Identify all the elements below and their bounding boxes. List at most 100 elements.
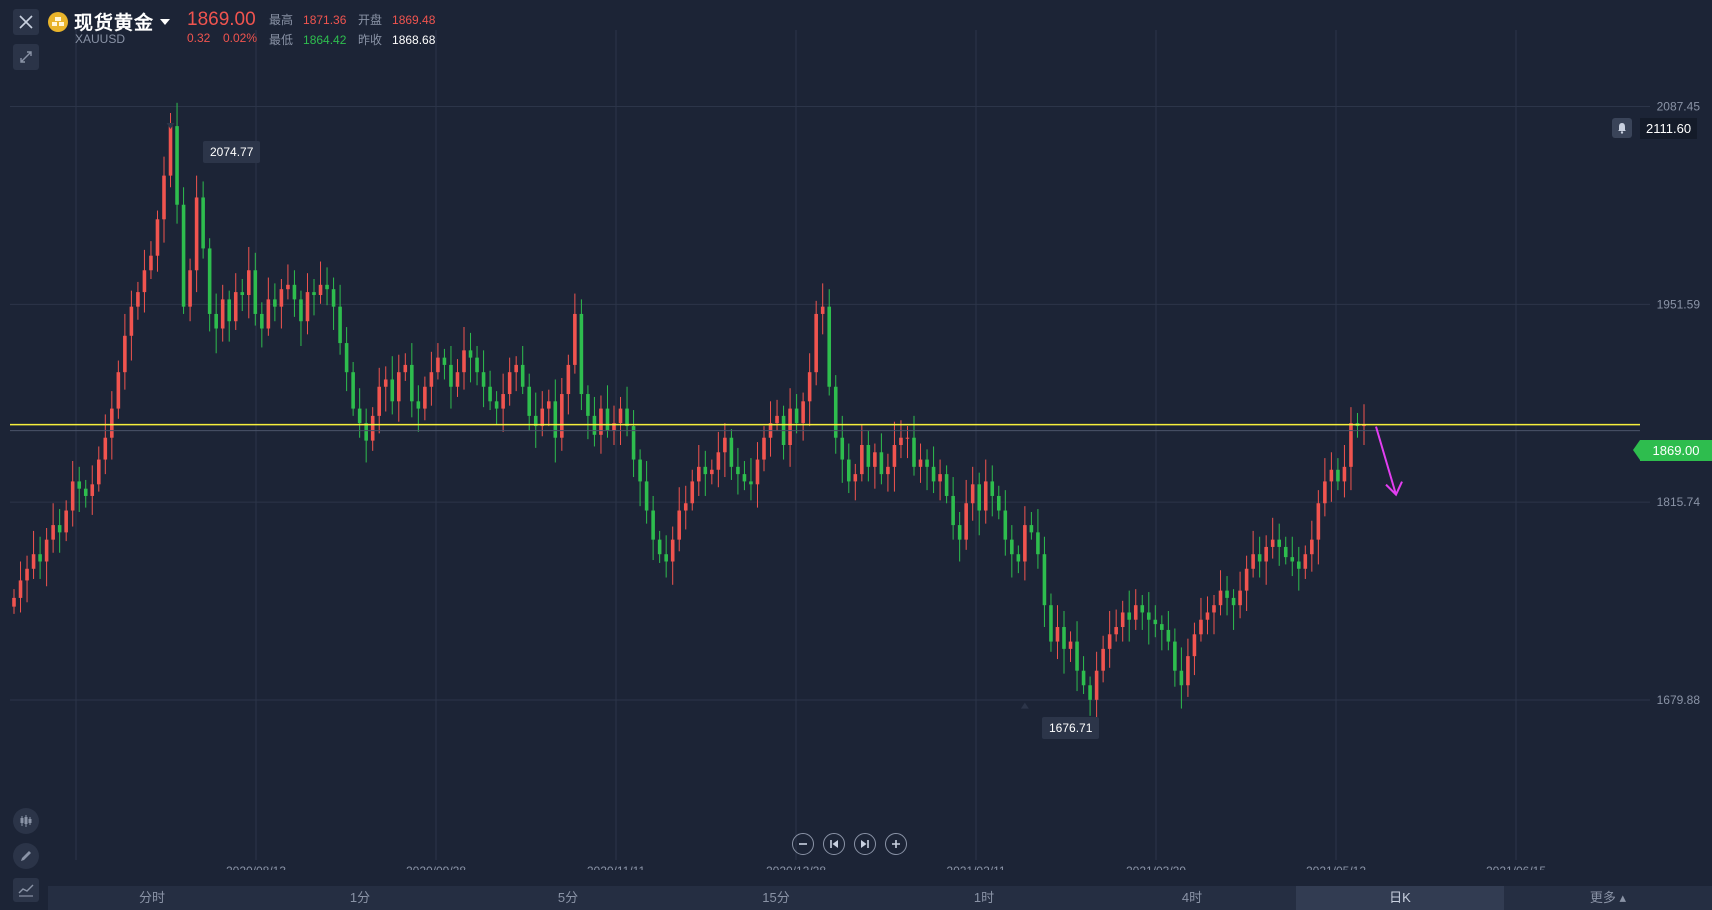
candle-body bbox=[442, 357, 447, 365]
candle-body bbox=[57, 525, 62, 533]
candle-body bbox=[749, 481, 753, 485]
tab-daily[interactable]: 日K bbox=[1296, 886, 1504, 910]
candle-body bbox=[103, 437, 108, 460]
candle-body bbox=[1329, 469, 1334, 482]
candle-body bbox=[1303, 554, 1308, 569]
close-button[interactable] bbox=[13, 9, 39, 35]
candle-body bbox=[318, 284, 323, 296]
candle-body bbox=[1042, 554, 1047, 606]
zoom-out-button[interactable] bbox=[792, 833, 814, 855]
close-icon bbox=[19, 15, 33, 29]
candle-body bbox=[253, 270, 258, 314]
candle-body bbox=[1140, 605, 1145, 613]
candle-body bbox=[1166, 629, 1171, 642]
candle-body bbox=[116, 372, 121, 409]
jump-start-button[interactable] bbox=[823, 833, 845, 855]
down-arrow-annotation bbox=[1375, 426, 1397, 495]
candle-body bbox=[83, 488, 88, 496]
candle-body bbox=[273, 299, 277, 307]
caret-up-icon: ▴ bbox=[1619, 890, 1627, 905]
candle-body bbox=[710, 469, 714, 475]
candle-body bbox=[912, 437, 916, 467]
price-change: 0.32 bbox=[187, 31, 211, 45]
line-tool-button[interactable] bbox=[13, 878, 39, 902]
candle-body bbox=[1244, 568, 1249, 591]
candle-body bbox=[25, 568, 29, 581]
bell-icon[interactable] bbox=[1612, 118, 1632, 138]
candle-body bbox=[475, 357, 479, 373]
candle-body bbox=[1081, 670, 1086, 686]
skip-forward-icon bbox=[861, 840, 869, 848]
candle-body bbox=[299, 299, 303, 322]
candle-body bbox=[736, 466, 740, 475]
tab-15m[interactable]: 15分 bbox=[762, 890, 790, 905]
collapse-button[interactable] bbox=[13, 44, 39, 70]
candle-body bbox=[214, 313, 218, 329]
jump-end-button[interactable] bbox=[854, 833, 876, 855]
candle-body bbox=[983, 481, 988, 511]
gold-coin-icon bbox=[48, 11, 68, 32]
candle-body bbox=[873, 452, 877, 467]
candle-body bbox=[1323, 481, 1327, 504]
candle-body bbox=[488, 386, 492, 402]
candle-body bbox=[664, 554, 668, 562]
minus-icon bbox=[799, 843, 807, 845]
candle-body bbox=[462, 350, 466, 373]
x-tick-label: 2020/08/13 bbox=[226, 864, 286, 870]
tab-4h[interactable]: 4时 bbox=[1181, 890, 1203, 905]
candlestick-icon bbox=[20, 815, 32, 827]
candle-body bbox=[514, 364, 518, 373]
candle-body bbox=[1179, 670, 1184, 686]
x-tick-label: 2020/12/28 bbox=[766, 864, 826, 870]
candle-body bbox=[1094, 670, 1099, 700]
candle-body bbox=[1114, 627, 1118, 635]
timeframe-tabs: 分时 1分 5分 15分 1时 4时 日K 更多 ▴ bbox=[48, 886, 1712, 910]
draw-tool-button[interactable] bbox=[13, 843, 39, 869]
symbol-selector[interactable]: 现货黄金 bbox=[48, 8, 171, 35]
candle-body bbox=[657, 539, 662, 555]
candle-body bbox=[846, 459, 851, 482]
candle-body bbox=[892, 445, 897, 467]
candle-body bbox=[1173, 641, 1177, 671]
candle-body bbox=[1205, 612, 1210, 620]
candle-body bbox=[390, 379, 395, 402]
candle-body bbox=[1055, 627, 1060, 642]
tab-5m[interactable]: 5分 bbox=[557, 890, 579, 905]
candle-body bbox=[866, 445, 871, 467]
candle-body bbox=[305, 292, 310, 322]
candle-body bbox=[142, 270, 147, 293]
alert-price: 2111.60 bbox=[1640, 117, 1698, 139]
tab-more[interactable]: 更多 ▴ bbox=[1504, 886, 1712, 910]
x-axis: 2020/08/13 2020/09/28 2020/11/11 2020/12/28… bbox=[226, 864, 1546, 870]
indicator-button[interactable] bbox=[13, 808, 39, 834]
tab-1m[interactable]: 1分 bbox=[349, 890, 371, 905]
candle-body bbox=[507, 372, 512, 395]
candle-body bbox=[651, 510, 655, 540]
candle-body bbox=[1283, 546, 1288, 558]
candle-body bbox=[794, 408, 799, 424]
candle-body bbox=[775, 415, 779, 424]
arrow-head bbox=[1385, 481, 1403, 497]
candle-body bbox=[1088, 685, 1092, 700]
candle-body bbox=[44, 539, 49, 562]
candle-body bbox=[129, 306, 134, 336]
candle-body bbox=[814, 313, 818, 373]
candle-body bbox=[31, 554, 36, 569]
candle-body bbox=[1160, 624, 1164, 630]
price-alert[interactable]: 2111.60 bbox=[1612, 117, 1708, 139]
candle-body bbox=[853, 474, 858, 482]
candle-body bbox=[1310, 539, 1314, 555]
low-marker-label: 1676.71 bbox=[1042, 717, 1100, 739]
x-tick-label: 2021/02/11 bbox=[946, 864, 1005, 870]
x-tick-label: 2021/03/29 bbox=[1126, 864, 1186, 870]
candle-body bbox=[938, 474, 942, 482]
tab-timeshare[interactable]: 分时 bbox=[138, 890, 165, 905]
candle-body bbox=[644, 481, 649, 511]
candle-body bbox=[762, 437, 766, 460]
tab-1h[interactable]: 1时 bbox=[973, 890, 995, 905]
low-marker-pointer bbox=[1020, 702, 1029, 709]
candle-body bbox=[560, 394, 564, 438]
zoom-controls bbox=[792, 833, 907, 855]
zoom-in-button[interactable] bbox=[885, 833, 907, 855]
